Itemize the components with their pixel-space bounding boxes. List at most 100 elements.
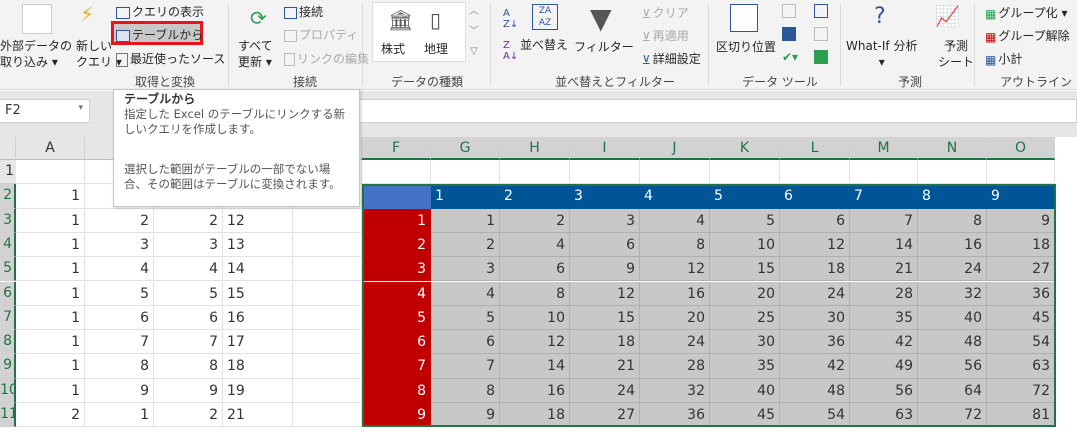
table-cell[interactable]: 32	[918, 281, 987, 306]
table-cell[interactable]: 30	[780, 305, 850, 331]
cell[interactable]: 14	[223, 257, 293, 282]
table-cell[interactable]: 18	[500, 403, 570, 428]
table-header-cell[interactable]: 9	[987, 184, 1055, 209]
table-cell[interactable]: 64	[918, 378, 987, 403]
column-header-L[interactable]: L	[780, 137, 850, 160]
row-header-4[interactable]: 4	[0, 232, 16, 258]
table-header-cell[interactable]: 5	[710, 184, 780, 209]
cell[interactable]: 7	[85, 330, 154, 355]
table-cell[interactable]: 45	[710, 403, 780, 428]
sort-descending-icon[interactable]: Z A↓	[503, 40, 519, 62]
cell[interactable]	[850, 160, 918, 185]
cell[interactable]: 8	[85, 354, 154, 379]
row-header-11[interactable]: 11	[0, 403, 16, 428]
cell[interactable]: 19	[223, 378, 293, 403]
row-header-8[interactable]: 8	[0, 330, 16, 355]
table-header-cell[interactable]: 4	[640, 184, 710, 209]
select-all-corner[interactable]	[0, 137, 16, 160]
table-cell[interactable]: 9	[987, 208, 1055, 233]
cell[interactable]: 6	[154, 305, 223, 331]
table-cell[interactable]: 9	[570, 257, 640, 282]
table-cell[interactable]: 18	[987, 232, 1055, 258]
cell[interactable]: 3	[85, 232, 154, 258]
cell[interactable]: 9	[154, 378, 223, 403]
cell[interactable]: 7	[154, 330, 223, 355]
table-cell[interactable]: 15	[570, 305, 640, 331]
cell[interactable]	[640, 160, 710, 185]
reapply-button[interactable]: ⊻ 再適用	[642, 27, 689, 44]
table-cell[interactable]: 8	[500, 281, 570, 306]
table-cell[interactable]: 8	[431, 378, 500, 403]
cell[interactable]	[16, 160, 85, 185]
row-header-6[interactable]: 6	[0, 281, 16, 306]
cell[interactable]: 12	[223, 208, 293, 233]
column-header-G[interactable]: G	[431, 137, 500, 160]
table-cell[interactable]: 24	[918, 257, 987, 282]
cell[interactable]	[293, 403, 362, 428]
cell[interactable]: 1	[16, 281, 85, 306]
table-header-cell[interactable]: 2	[500, 184, 570, 209]
table-cell[interactable]: 7	[431, 354, 500, 379]
table-cell[interactable]: 20	[710, 281, 780, 306]
table-cell[interactable]: 5	[431, 305, 500, 331]
table-cell[interactable]: 35	[710, 354, 780, 379]
table-cell[interactable]: 6	[780, 208, 850, 233]
cell[interactable]	[293, 208, 362, 233]
gallery-scroll[interactable]: ︿ ﹀ ▽	[469, 6, 479, 57]
name-box[interactable]: F2 ▾	[0, 99, 90, 123]
table-header-cell[interactable]	[362, 184, 431, 209]
cell[interactable]	[500, 160, 570, 185]
table-cell[interactable]: 8	[918, 208, 987, 233]
column-header-I[interactable]: I	[570, 137, 640, 160]
table-row-label[interactable]: 8	[362, 378, 431, 403]
table-cell[interactable]: 10	[500, 305, 570, 331]
table-cell[interactable]: 48	[918, 330, 987, 355]
cell[interactable]: 8	[154, 354, 223, 379]
table-cell[interactable]: 10	[710, 232, 780, 258]
cell[interactable]: 18	[223, 354, 293, 379]
table-cell[interactable]: 30	[710, 330, 780, 355]
stocks-button[interactable]: 株式	[381, 42, 406, 56]
table-header-cell[interactable]: 3	[570, 184, 640, 209]
row-header-2[interactable]: 2	[0, 184, 16, 209]
table-cell[interactable]: 25	[710, 305, 780, 331]
table-header-cell[interactable]: 7	[850, 184, 918, 209]
cell[interactable]: 13	[223, 232, 293, 258]
cell[interactable]: 16	[223, 305, 293, 331]
group-button[interactable]: ▦ グループ化 ▾	[985, 4, 1067, 21]
cell[interactable]: 4	[85, 257, 154, 282]
cell[interactable]: 17	[223, 330, 293, 355]
table-cell[interactable]: 42	[780, 354, 850, 379]
chevron-down-icon[interactable]: ▾	[78, 103, 83, 113]
cell[interactable]: 2	[85, 208, 154, 233]
cell[interactable]: 1	[16, 184, 85, 209]
cell[interactable]	[293, 232, 362, 258]
what-if-button[interactable]: What-If 分析 ▾	[846, 39, 918, 69]
ungroup-button[interactable]: ▦ グループ解除	[985, 27, 1070, 44]
cell[interactable]: 2	[154, 208, 223, 233]
table-cell[interactable]: 6	[431, 330, 500, 355]
table-cell[interactable]: 12	[570, 281, 640, 306]
cell[interactable]	[293, 305, 362, 331]
table-cell[interactable]: 24	[640, 330, 710, 355]
cell[interactable]	[293, 378, 362, 403]
cell[interactable]: 1	[16, 232, 85, 258]
table-cell[interactable]: 27	[570, 403, 640, 428]
clear-filter-button[interactable]: ⊻ クリア	[642, 4, 689, 21]
row-header-10[interactable]: 10	[0, 378, 16, 403]
cell[interactable]	[710, 160, 780, 185]
cell[interactable]: 1	[16, 208, 85, 233]
table-cell[interactable]: 16	[918, 232, 987, 258]
forecast-sheet-button[interactable]: 予測 シート	[938, 39, 975, 69]
table-row-label[interactable]: 6	[362, 330, 431, 355]
cell[interactable]	[293, 184, 362, 209]
table-cell[interactable]: 18	[570, 330, 640, 355]
get-external-data-button[interactable]: 外部データの 取り込み ▾	[0, 39, 73, 69]
filter-button[interactable]: フィルター	[574, 40, 634, 54]
table-cell[interactable]: 42	[850, 330, 918, 355]
geography-button[interactable]: 地理	[424, 42, 449, 56]
table-cell[interactable]: 21	[570, 354, 640, 379]
recent-sources-button[interactable]: 最近使ったソース	[116, 50, 225, 67]
consolidate-icon[interactable]	[814, 4, 828, 18]
table-cell[interactable]: 20	[640, 305, 710, 331]
